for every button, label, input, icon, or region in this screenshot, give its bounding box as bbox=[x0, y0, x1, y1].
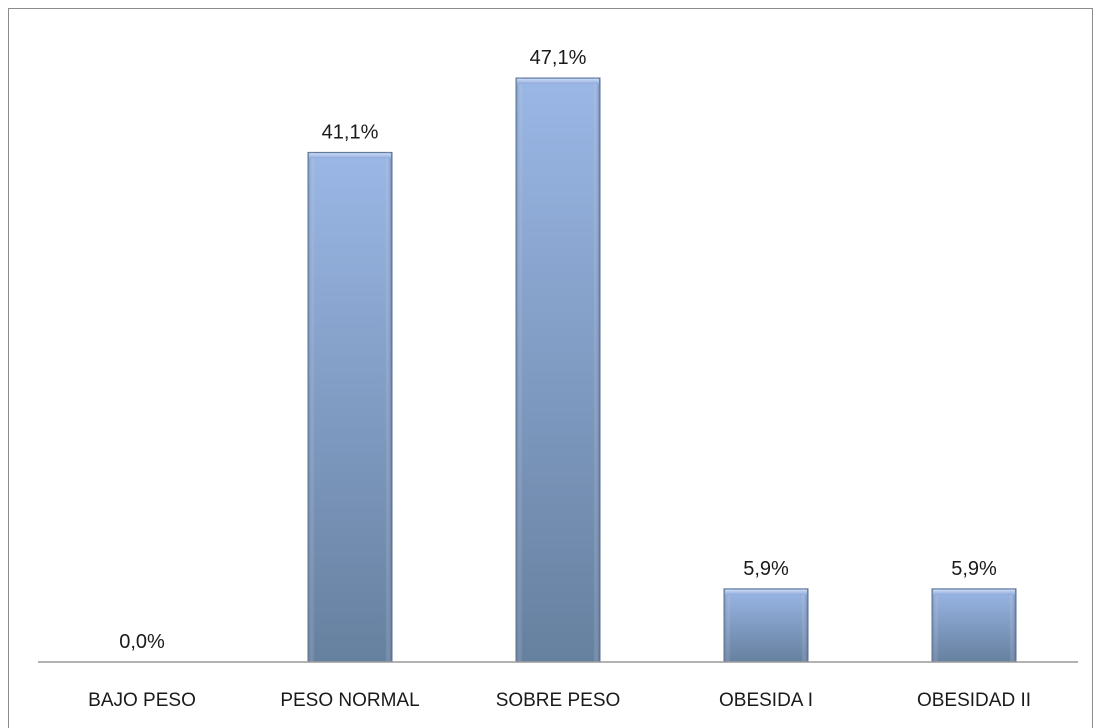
bar-bevel bbox=[308, 152, 392, 662]
bar-obesidad-ii bbox=[931, 588, 1017, 663]
bar-bevel bbox=[516, 78, 600, 662]
chart-frame bbox=[8, 8, 1093, 728]
category-label: BAJO PESO bbox=[88, 690, 196, 711]
data-label: 0,0% bbox=[119, 631, 165, 653]
category-label: OBESIDA I bbox=[719, 690, 813, 711]
category-label: SOBRE PESO bbox=[496, 690, 621, 711]
bar-sobre-peso bbox=[515, 77, 601, 663]
bar-peso-normal bbox=[307, 151, 393, 663]
data-label: 41,1% bbox=[322, 121, 379, 143]
bar-obesida-i bbox=[723, 588, 809, 663]
bar-top-highlight bbox=[933, 589, 1015, 595]
bars-layer bbox=[307, 77, 1017, 663]
data-label: 5,9% bbox=[743, 558, 789, 580]
category-label: PESO NORMAL bbox=[280, 690, 419, 711]
bar-top-highlight bbox=[517, 79, 599, 84]
category-label: OBESIDAD II bbox=[917, 690, 1031, 711]
bar-bevel bbox=[724, 588, 808, 662]
category-labels-layer: BAJO PESO PESO NORMAL SOBRE PESO OBESIDA I O… bbox=[88, 690, 1031, 711]
data-labels-layer: 0,0% 41,1% 47,1% 5,9% 5,9% bbox=[119, 47, 997, 653]
data-label: 5,9% bbox=[951, 558, 997, 580]
bar-top-highlight bbox=[309, 153, 391, 159]
data-label: 47,1% bbox=[530, 47, 587, 69]
bar-top-highlight bbox=[725, 589, 807, 595]
bar-bevel bbox=[932, 588, 1016, 662]
